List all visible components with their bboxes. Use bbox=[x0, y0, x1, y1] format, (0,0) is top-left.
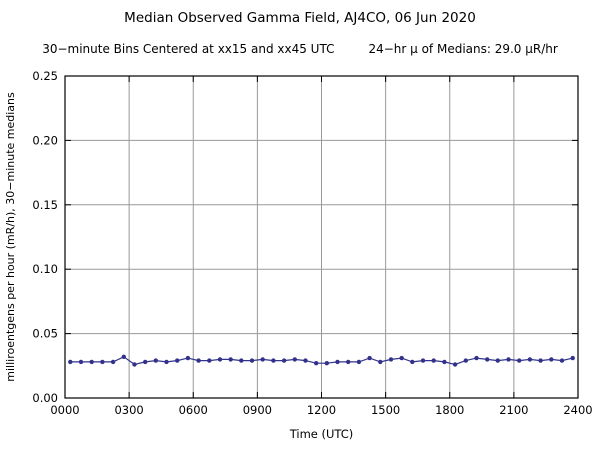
data-point bbox=[281, 358, 287, 363]
data-point bbox=[527, 357, 533, 362]
y-tick-label: 0.05 bbox=[32, 327, 58, 341]
data-point bbox=[110, 359, 116, 365]
data-point bbox=[303, 358, 308, 363]
y-tick-label: 0.15 bbox=[32, 198, 58, 212]
data-point bbox=[249, 358, 255, 363]
data-point bbox=[474, 355, 479, 361]
data-point bbox=[388, 357, 394, 362]
x-tick-label: 1200 bbox=[307, 403, 336, 417]
y-axis-label: milliroentgens per hour (mR/h), 30−minut… bbox=[4, 92, 17, 382]
data-point bbox=[452, 362, 458, 367]
data-point bbox=[217, 357, 223, 362]
x-tick-label: 0300 bbox=[114, 403, 143, 417]
x-tick-label: 0900 bbox=[243, 403, 272, 417]
data-point bbox=[89, 359, 94, 365]
data-point bbox=[78, 359, 84, 365]
subtitle-bins: 30−minute Bins Centered at xx15 and xx45… bbox=[42, 42, 335, 56]
y-tick-label: 0.25 bbox=[32, 69, 58, 83]
data-point bbox=[442, 359, 447, 365]
data-point bbox=[335, 359, 340, 365]
data-point bbox=[485, 357, 490, 362]
data-point bbox=[538, 358, 543, 363]
data-point bbox=[549, 357, 554, 362]
data-point bbox=[431, 358, 436, 363]
data-point bbox=[68, 359, 73, 365]
data-point bbox=[314, 361, 319, 366]
x-tick-label: 2400 bbox=[563, 403, 592, 417]
x-tick-label: 2100 bbox=[499, 403, 528, 417]
y-tick-label: 0.20 bbox=[32, 133, 58, 147]
data-point bbox=[420, 358, 426, 363]
data-point bbox=[292, 357, 297, 362]
data-point bbox=[356, 359, 362, 365]
x-tick-label: 0000 bbox=[50, 403, 79, 417]
data-point bbox=[506, 357, 511, 362]
data-point bbox=[132, 362, 137, 367]
x-tick-label: 0600 bbox=[179, 403, 208, 417]
data-point bbox=[260, 357, 265, 362]
data-point bbox=[271, 358, 276, 363]
y-tick-label: 0.10 bbox=[32, 262, 58, 276]
data-point bbox=[175, 358, 180, 363]
data-point bbox=[196, 358, 201, 363]
data-point bbox=[517, 358, 522, 363]
data-point bbox=[324, 361, 329, 366]
data-point bbox=[346, 359, 351, 365]
data-point bbox=[378, 359, 383, 365]
gamma-field-plot: 0000 0300 0600 0900 1200 1500 1800 2100 2400 0.00… bbox=[4, 69, 593, 441]
data-point bbox=[164, 359, 169, 365]
data-point bbox=[239, 358, 244, 363]
y-tick-label: 0.00 bbox=[32, 391, 58, 405]
data-point bbox=[207, 358, 212, 363]
x-tick-label: 1500 bbox=[371, 403, 400, 417]
data-point bbox=[185, 355, 191, 361]
data-point bbox=[570, 355, 575, 361]
x-tick-label: 1800 bbox=[435, 403, 464, 417]
subtitle-mean: 24−hr μ of Medians: 29.0 μR/hr bbox=[368, 42, 558, 56]
data-point bbox=[399, 355, 404, 361]
data-point bbox=[463, 358, 468, 363]
data-point bbox=[121, 354, 127, 359]
data-point bbox=[495, 358, 500, 363]
chart-title: Median Observed Gamma Field, AJ4CO, 06 J… bbox=[124, 10, 476, 26]
data-point bbox=[100, 359, 105, 365]
data-point bbox=[367, 355, 372, 361]
data-point bbox=[410, 359, 415, 365]
x-axis-label: Time (UTC) bbox=[289, 427, 354, 441]
data-point bbox=[228, 357, 233, 362]
data-point bbox=[143, 359, 148, 365]
data-point bbox=[559, 358, 565, 363]
data-point bbox=[153, 358, 158, 363]
chart-subtitle: 30−minute Bins Centered at xx15 and xx45… bbox=[0, 42, 600, 56]
